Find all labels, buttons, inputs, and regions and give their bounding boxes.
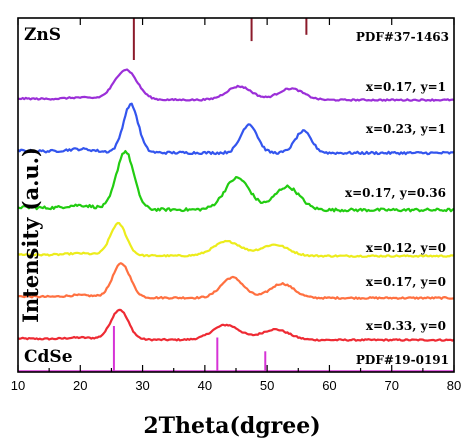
series-labels: x=0.33, y=0 x=0.17, y=0 x=0.12, y=0 x=0.17,… [345, 80, 446, 333]
series-label: x=0.17, y=0 [366, 275, 446, 289]
xrd-curve [17, 308, 455, 342]
series-label: x=0.17, y=0.36 [345, 186, 446, 200]
series-layer [17, 68, 455, 342]
xrd-curve [17, 68, 455, 102]
cdse-label: CdSe [24, 347, 73, 367]
xrd-curve [17, 150, 455, 213]
x-axis-title: 2Theta(dgree) [143, 413, 320, 439]
x-tick-label: 10 [11, 378, 25, 393]
y-axis-title: Intensity (a.u.) [18, 147, 43, 323]
series-label: x=0.12, y=0 [366, 241, 446, 255]
xrd-curve [17, 102, 455, 156]
x-tick-label: 80 [447, 378, 461, 393]
x-axis-ticks: 10 20 30 40 50 60 70 80 [11, 18, 461, 393]
x-tick-label: 60 [322, 378, 336, 393]
cdse-card-label: PDF#19-0191 [356, 353, 449, 367]
zns-label: ZnS [24, 25, 61, 45]
x-tick-label: 30 [135, 378, 149, 393]
series-label: x=0.17, y=1 [366, 80, 446, 94]
series-label: x=0.33, y=0 [366, 319, 446, 333]
xrd-curve [17, 221, 455, 258]
zns-card-label: PDF#37-1463 [356, 30, 449, 44]
x-tick-label: 50 [260, 378, 274, 393]
series-label: x=0.23, y=1 [366, 122, 446, 136]
x-tick-label: 40 [198, 378, 212, 393]
x-tick-label: 70 [384, 378, 398, 393]
x-tick-label: 20 [73, 378, 87, 393]
xrd-curve [17, 262, 455, 300]
